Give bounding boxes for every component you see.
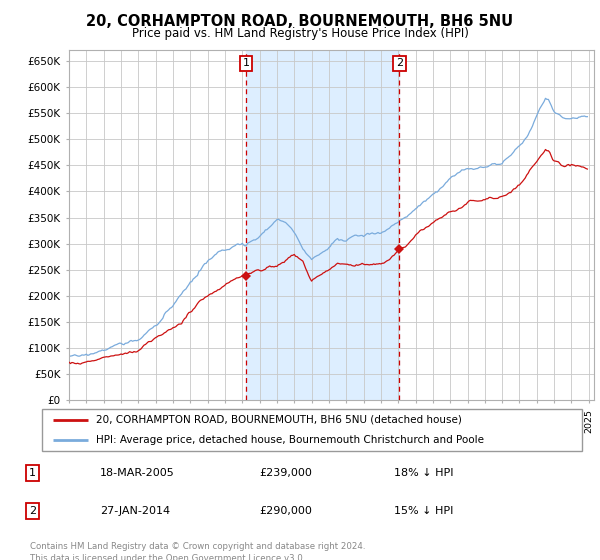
Text: Price paid vs. HM Land Registry's House Price Index (HPI): Price paid vs. HM Land Registry's House … <box>131 27 469 40</box>
Bar <box>246 50 400 400</box>
Text: £290,000: £290,000 <box>259 506 312 516</box>
Text: 18-MAR-2005: 18-MAR-2005 <box>100 468 175 478</box>
Text: 1: 1 <box>242 58 250 68</box>
Text: 20, CORHAMPTON ROAD, BOURNEMOUTH, BH6 5NU: 20, CORHAMPTON ROAD, BOURNEMOUTH, BH6 5N… <box>86 14 514 29</box>
FancyBboxPatch shape <box>42 409 582 451</box>
Text: 20, CORHAMPTON ROAD, BOURNEMOUTH, BH6 5NU (detached house): 20, CORHAMPTON ROAD, BOURNEMOUTH, BH6 5N… <box>96 415 462 424</box>
Text: 2: 2 <box>396 58 403 68</box>
Text: 1: 1 <box>29 468 36 478</box>
Text: 15% ↓ HPI: 15% ↓ HPI <box>394 506 454 516</box>
Text: 27-JAN-2014: 27-JAN-2014 <box>100 506 170 516</box>
Text: Contains HM Land Registry data © Crown copyright and database right 2024.
This d: Contains HM Land Registry data © Crown c… <box>30 542 365 560</box>
Text: HPI: Average price, detached house, Bournemouth Christchurch and Poole: HPI: Average price, detached house, Bour… <box>96 435 484 445</box>
Text: 2: 2 <box>29 506 36 516</box>
Text: 18% ↓ HPI: 18% ↓ HPI <box>394 468 454 478</box>
Text: £239,000: £239,000 <box>259 468 312 478</box>
